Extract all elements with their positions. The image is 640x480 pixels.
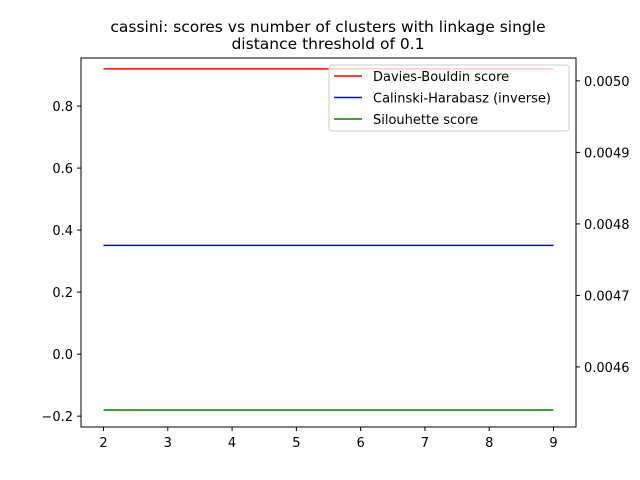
right-tick-label: 0.0046 bbox=[584, 361, 630, 376]
x-tick-label: 9 bbox=[549, 436, 557, 451]
x-tick-label: 6 bbox=[357, 436, 365, 451]
x-tick-label: 2 bbox=[99, 436, 107, 451]
left-tick-label: 0.6 bbox=[52, 162, 73, 177]
plot-area: 2 3 4 5 6 7 8 9 −0.2 0.0 0.2 0.4 0.6 0.8 0.0046 0.0047 0… bbox=[41, 57, 630, 451]
x-tick-label: 5 bbox=[292, 436, 300, 451]
left-tick-label: 0.0 bbox=[52, 348, 73, 363]
plot-frame bbox=[80, 57, 577, 428]
right-tick-label: 0.0049 bbox=[584, 146, 630, 161]
legend-label-0: Davies-Bouldin score bbox=[373, 70, 509, 85]
chart-title: cassini: scores vs number of clusters wi… bbox=[110, 18, 545, 36]
left-tick-label: 0.8 bbox=[52, 100, 73, 115]
left-tick-label: 0.2 bbox=[52, 286, 73, 301]
legend-label-1: Calinski-Harabasz (inverse) bbox=[373, 92, 551, 107]
right-tick-label: 0.0047 bbox=[584, 289, 630, 304]
right-tick-label: 0.0050 bbox=[584, 75, 630, 90]
x-tick-label: 8 bbox=[485, 436, 493, 451]
right-tick-label: 0.0048 bbox=[584, 218, 630, 233]
left-tick-label: −0.2 bbox=[41, 410, 73, 425]
x-tick-label: 3 bbox=[164, 436, 172, 451]
chart-subtitle: distance threshold of 0.1 bbox=[231, 35, 424, 53]
left-tick-label: 0.4 bbox=[52, 224, 73, 239]
x-tick-label: 4 bbox=[228, 436, 236, 451]
legend-label-2: Silouhette score bbox=[373, 113, 478, 128]
legend-box bbox=[328, 64, 570, 132]
x-tick-label: 7 bbox=[421, 436, 429, 451]
